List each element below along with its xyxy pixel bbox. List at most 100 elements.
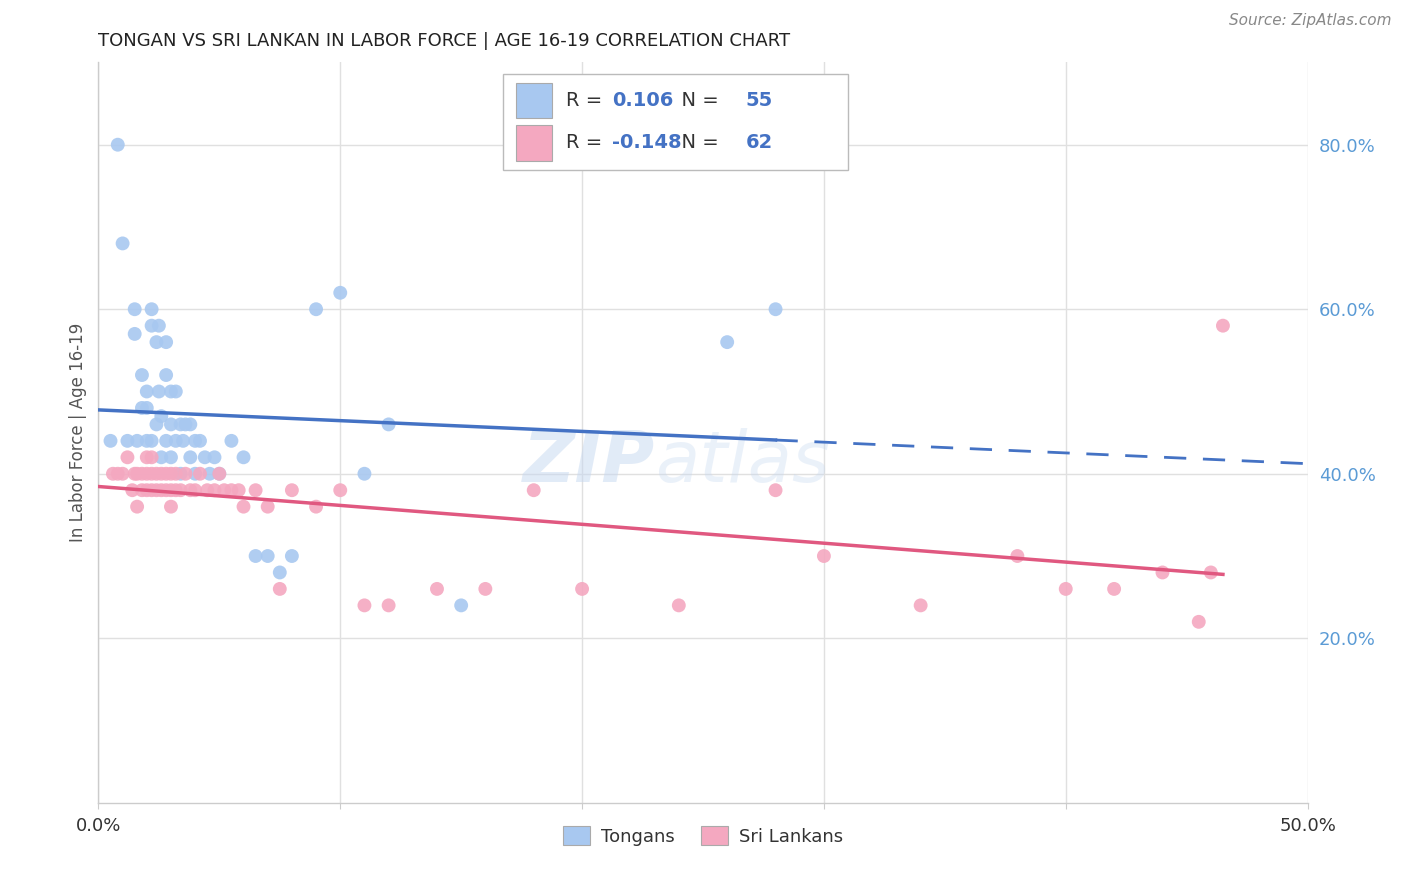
Point bbox=[150, 483, 173, 498]
Point bbox=[169, 467, 191, 481]
Point bbox=[127, 434, 149, 448]
Point bbox=[305, 302, 328, 317]
Point bbox=[165, 384, 187, 399]
Bar bbox=[503, 73, 848, 169]
Point bbox=[426, 582, 449, 596]
Point bbox=[124, 467, 146, 481]
Point bbox=[145, 417, 167, 432]
Point bbox=[160, 384, 183, 399]
Point bbox=[232, 450, 254, 465]
Point bbox=[141, 450, 163, 465]
Text: N =: N = bbox=[669, 133, 725, 153]
Point bbox=[141, 302, 163, 317]
Point bbox=[100, 434, 122, 448]
Point bbox=[1007, 549, 1029, 563]
Point bbox=[256, 500, 278, 514]
Text: atlas: atlas bbox=[655, 428, 830, 497]
Point bbox=[1212, 318, 1234, 333]
Point bbox=[141, 467, 163, 481]
Point bbox=[174, 467, 197, 481]
Point bbox=[124, 302, 146, 317]
Point bbox=[668, 599, 690, 613]
Point bbox=[1199, 566, 1222, 580]
Text: 0.106: 0.106 bbox=[613, 91, 673, 110]
Point bbox=[179, 483, 201, 498]
Point bbox=[329, 285, 352, 300]
Point bbox=[765, 483, 787, 498]
Point bbox=[353, 599, 375, 613]
Point bbox=[329, 483, 352, 498]
Point bbox=[245, 483, 267, 498]
Point bbox=[111, 236, 134, 251]
Point bbox=[150, 450, 173, 465]
Point bbox=[571, 582, 593, 596]
Point bbox=[127, 500, 149, 514]
Point bbox=[135, 434, 157, 448]
Text: R =: R = bbox=[567, 91, 609, 110]
Point bbox=[141, 434, 163, 448]
Point bbox=[208, 467, 231, 481]
Point bbox=[221, 434, 243, 448]
Point bbox=[160, 500, 183, 514]
Point bbox=[269, 566, 291, 580]
Point bbox=[155, 434, 177, 448]
Bar bbox=[516, 125, 551, 161]
Point bbox=[131, 401, 153, 415]
Point bbox=[165, 467, 187, 481]
Point bbox=[160, 417, 183, 432]
Text: N =: N = bbox=[669, 91, 725, 110]
Point bbox=[117, 450, 139, 465]
Point bbox=[121, 483, 143, 498]
Point bbox=[101, 467, 124, 481]
Point bbox=[204, 450, 226, 465]
Point bbox=[232, 500, 254, 514]
Point bbox=[716, 335, 738, 350]
Point bbox=[353, 467, 375, 481]
Point bbox=[155, 368, 177, 382]
Point bbox=[377, 599, 399, 613]
Point bbox=[1152, 566, 1174, 580]
Point bbox=[148, 318, 170, 333]
Point bbox=[179, 417, 201, 432]
Y-axis label: In Labor Force | Age 16-19: In Labor Force | Age 16-19 bbox=[69, 323, 87, 542]
Point bbox=[131, 467, 153, 481]
Point bbox=[450, 599, 472, 613]
Text: -0.148: -0.148 bbox=[613, 133, 682, 153]
Point bbox=[184, 483, 207, 498]
Point bbox=[188, 434, 211, 448]
Point bbox=[148, 384, 170, 399]
Point bbox=[184, 467, 207, 481]
Point bbox=[150, 467, 173, 481]
Point bbox=[179, 450, 201, 465]
Point bbox=[910, 599, 932, 613]
Point bbox=[155, 335, 177, 350]
Point bbox=[1188, 615, 1211, 629]
Point bbox=[131, 483, 153, 498]
Point bbox=[141, 483, 163, 498]
Point bbox=[1054, 582, 1077, 596]
Point bbox=[212, 483, 235, 498]
Point bbox=[117, 434, 139, 448]
Point bbox=[305, 500, 328, 514]
Point bbox=[131, 368, 153, 382]
Point bbox=[172, 434, 194, 448]
Point bbox=[523, 483, 546, 498]
Point bbox=[1102, 582, 1125, 596]
Point bbox=[184, 434, 207, 448]
Point bbox=[107, 137, 129, 152]
Point bbox=[135, 384, 157, 399]
Text: 62: 62 bbox=[745, 133, 772, 153]
Point bbox=[765, 302, 787, 317]
Legend: Tongans, Sri Lankans: Tongans, Sri Lankans bbox=[555, 819, 851, 853]
Text: 55: 55 bbox=[745, 91, 772, 110]
Point bbox=[474, 582, 496, 596]
Point bbox=[127, 467, 149, 481]
Point bbox=[141, 318, 163, 333]
Point bbox=[204, 483, 226, 498]
Text: TONGAN VS SRI LANKAN IN LABOR FORCE | AGE 16-19 CORRELATION CHART: TONGAN VS SRI LANKAN IN LABOR FORCE | AG… bbox=[98, 32, 790, 50]
Point bbox=[269, 582, 291, 596]
Point bbox=[281, 483, 304, 498]
Point bbox=[281, 549, 304, 563]
Point bbox=[256, 549, 278, 563]
Point bbox=[198, 467, 221, 481]
